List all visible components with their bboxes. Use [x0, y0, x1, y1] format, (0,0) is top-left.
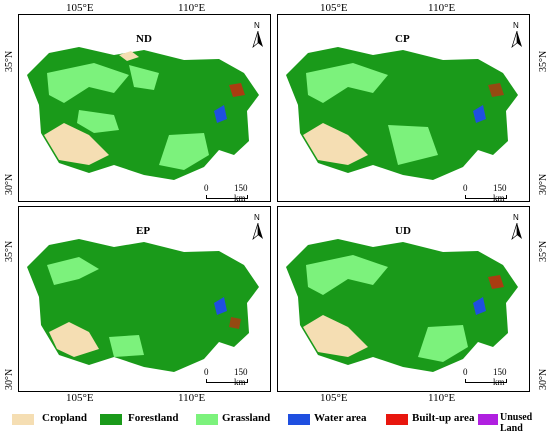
legend-label-unused-land: Unused Land [500, 412, 533, 434]
map-panel-cp: CP N 0 150 km [277, 14, 530, 203]
lat-label-right-4: 30°N [538, 368, 549, 390]
legend-swatch-unused-land [478, 414, 498, 425]
land-use-map [27, 47, 259, 180]
land-use-map [286, 47, 518, 180]
panel-title: EP [136, 225, 151, 237]
north-arrow-icon: N [251, 213, 265, 240]
land-use-map [286, 239, 518, 372]
lat-label-right-2: 30°N [538, 173, 549, 195]
lon-label-top-4: 110°E [428, 2, 456, 14]
lat-label-left-2: 30°N [4, 173, 15, 195]
lat-label-left-1: 35°N [4, 50, 15, 72]
legend-swatch-built-up-area [386, 414, 408, 425]
lon-label-top-1: 105°E [66, 2, 94, 14]
legend-swatch-cropland [12, 414, 34, 425]
lat-label-left-4: 30°N [4, 368, 15, 390]
lat-label-left-3: 35°N [4, 240, 15, 262]
lat-label-right-1: 35°N [538, 50, 549, 72]
lon-label-bottom-3: 105°E [320, 392, 348, 404]
map-legend: Cropland Forestland Grassland Water area… [0, 410, 550, 434]
lon-label-top-3: 105°E [320, 2, 348, 14]
legend-label-forestland: Forestland [128, 412, 179, 424]
north-arrow-icon: N [251, 21, 265, 48]
lon-label-bottom-1: 105°E [66, 392, 94, 404]
map-panel-ud: UD N 0 150 km [277, 206, 530, 392]
legend-label-built-up-area: Built-up area [412, 412, 475, 424]
map-panel-nd: ND N 0 150 km [18, 14, 271, 203]
map-panel-ep: EP N 0 150 km [18, 206, 271, 392]
panel-title: ND [136, 33, 152, 45]
legend-label-grassland: Grassland [222, 412, 271, 424]
lat-label-right-3: 35°N [538, 240, 549, 262]
lon-label-top-2: 110°E [178, 2, 206, 14]
north-arrow-icon: N [510, 21, 524, 48]
legend-swatch-water-area [288, 414, 310, 425]
lon-label-bottom-2: 110°E [178, 392, 206, 404]
legend-swatch-grassland [196, 414, 218, 425]
panel-title: CP [395, 33, 410, 45]
land-use-map [27, 239, 259, 372]
legend-label-cropland: Cropland [42, 412, 88, 424]
panel-title: UD [395, 225, 411, 237]
legend-label-water-area: Water area [314, 412, 367, 424]
north-arrow-icon: N [510, 213, 524, 240]
lon-label-bottom-4: 110°E [428, 392, 456, 404]
legend-swatch-forestland [100, 414, 122, 425]
